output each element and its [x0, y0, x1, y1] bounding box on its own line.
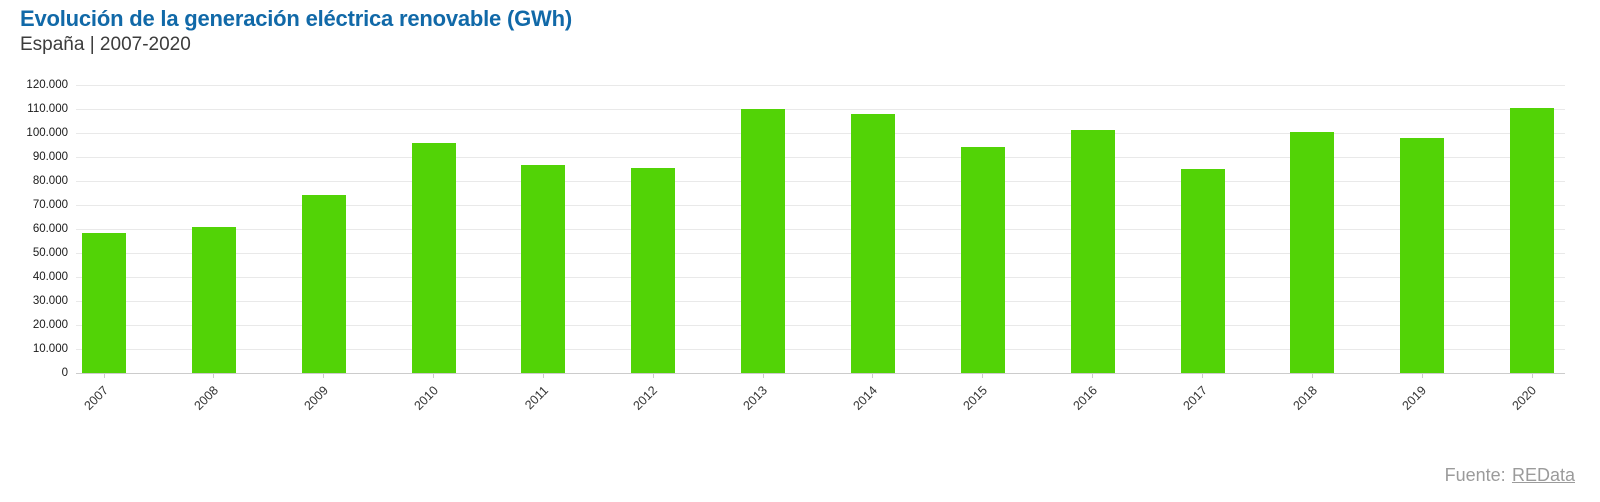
x-axis-tick: [213, 373, 215, 378]
source-prefix: Fuente:: [1444, 465, 1506, 485]
y-axis-label: 70.000: [32, 199, 68, 211]
gridline: [76, 229, 1565, 230]
bar-2015[interactable]: [960, 147, 1005, 373]
x-axis-label: 2016: [1070, 383, 1100, 413]
x-axis-tick: [1421, 373, 1423, 378]
bar-2013[interactable]: [741, 108, 786, 373]
bar-2020[interactable]: [1510, 108, 1555, 373]
gridline: [76, 253, 1565, 254]
x-axis-tick: [762, 373, 764, 378]
x-axis-label: 2010: [411, 383, 441, 413]
y-axis-label: 0: [61, 367, 68, 379]
y-axis-label: 10.000: [32, 343, 68, 355]
x-axis-tick: [323, 373, 325, 378]
gridline: [76, 181, 1565, 182]
source-line: Fuente: REData: [1445, 465, 1575, 486]
x-axis-tick: [1202, 373, 1203, 378]
y-axis-label: 110.000: [27, 103, 68, 115]
chart-title: Evolución de la generación eléctrica ren…: [20, 6, 572, 31]
y-axis-label: 40.000: [32, 271, 68, 283]
bar-2018[interactable]: [1290, 132, 1335, 373]
gridline: [76, 325, 1565, 326]
x-axis-label: 2012: [630, 383, 661, 413]
x-axis-tick: [103, 373, 105, 378]
x-axis-tick: [872, 373, 874, 378]
gridline: [76, 301, 1565, 302]
x-axis-label: 2019: [1399, 383, 1430, 413]
bar-2012[interactable]: [631, 168, 676, 373]
bar-2014[interactable]: [850, 113, 895, 373]
bar-2008[interactable]: [191, 227, 236, 373]
y-axis-label: 120.000: [26, 79, 68, 91]
chart-subtitle: España | 2007-2020: [20, 34, 191, 55]
x-axis-label: 2017: [1180, 383, 1210, 413]
gridline: [76, 349, 1565, 350]
gridline: [76, 109, 1565, 110]
y-axis-label: 100.000: [26, 127, 68, 139]
source-link-redata[interactable]: REData: [1511, 465, 1575, 485]
bar-2009[interactable]: [301, 195, 346, 373]
gridline: [76, 157, 1565, 158]
x-axis-label: 2014: [850, 383, 881, 413]
x-axis-label: 2009: [301, 383, 331, 413]
y-axis-label: 60.000: [32, 223, 68, 235]
gridline: [76, 205, 1565, 206]
x-axis-label: 2015: [960, 383, 991, 413]
bar-2007[interactable]: [82, 233, 126, 373]
y-axis-label: 30.000: [32, 295, 68, 307]
y-axis-label: 80.000: [32, 175, 68, 187]
x-axis-label: 2018: [1289, 383, 1320, 413]
y-axis-label: 50.000: [32, 247, 68, 259]
bar-2016[interactable]: [1070, 130, 1115, 373]
y-axis-label: 90.000: [32, 151, 68, 163]
x-axis-tick: [652, 373, 654, 378]
bar-2011[interactable]: [521, 164, 566, 373]
x-axis-label: 2007: [81, 383, 112, 413]
x-axis-label: 2013: [740, 383, 771, 413]
x-axis-tick: [1531, 373, 1533, 378]
x-axis-tick: [542, 373, 544, 378]
x-axis-label: 2011: [521, 383, 551, 413]
gridline: [76, 85, 1565, 86]
x-axis-label: 2008: [191, 383, 222, 413]
bar-2017[interactable]: [1180, 169, 1225, 373]
x-axis-line: [76, 373, 1565, 374]
bar-2010[interactable]: [411, 143, 456, 373]
gridline: [76, 133, 1565, 134]
x-axis-tick: [982, 373, 984, 378]
x-axis-tick: [1311, 373, 1313, 378]
gridline: [76, 277, 1565, 278]
x-axis-label: 2020: [1509, 383, 1540, 413]
x-axis-tick: [433, 373, 435, 378]
bar-2019[interactable]: [1400, 138, 1445, 373]
y-axis-label: 20.000: [32, 319, 68, 331]
x-axis-tick: [1092, 373, 1094, 378]
